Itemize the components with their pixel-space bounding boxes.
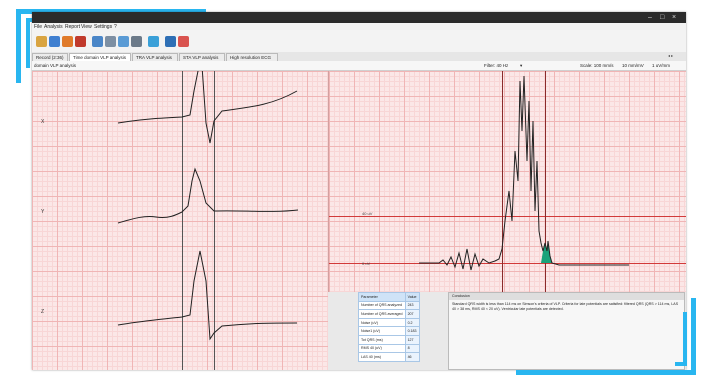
tab-sta-vlp[interactable]: STA VLP analysis	[179, 53, 225, 61]
section-toolbar: domain VLP analysis Filter: 40 Hz ▾ Scal…	[32, 61, 686, 71]
tools-icon[interactable]	[105, 36, 116, 47]
open-icon[interactable]	[36, 36, 47, 47]
tab-bar: Record (2:36) Time domain VLP analysis T…	[32, 52, 686, 61]
filtered-qrs-panel: 40 uV 0 uV	[328, 71, 686, 292]
filter-dropdown-icon[interactable]: ▾	[520, 63, 523, 68]
table-row: Noise (uV) 0.2	[358, 317, 420, 328]
param-name: LAS 40 (ms)	[358, 352, 406, 362]
accent-right-bar	[691, 298, 696, 375]
param-value: 243	[404, 300, 420, 311]
param-name: Noise (uV)	[358, 317, 406, 328]
zoom-select[interactable]: 10 mm/mV	[622, 63, 644, 68]
accent-inner-bottom-bar	[675, 362, 687, 366]
conclusion-title: Conclusion	[449, 293, 684, 300]
filter-select[interactable]: Filter: 40 Hz	[484, 63, 509, 68]
accent-top-bar	[16, 9, 206, 14]
lead-label-z: Z	[41, 309, 45, 315]
param-value: 207	[404, 309, 420, 319]
menu-settings[interactable]: Settings	[94, 24, 113, 30]
table-row: Noise1 (uV) 0.183	[358, 326, 420, 336]
qrs-offset-marker[interactable]	[214, 71, 215, 370]
lead-y-trace	[117, 167, 299, 224]
tab-high-resolution-ecg[interactable]: High resolution ECG	[226, 53, 278, 61]
qrs-onset-marker[interactable]	[182, 71, 183, 370]
minimize-icon[interactable]: –	[648, 14, 652, 21]
menu-help[interactable]: ?	[114, 24, 117, 30]
lead-label-y: Y	[41, 209, 45, 215]
qrs-start-line[interactable]	[502, 71, 503, 292]
param-value: 8	[404, 343, 420, 354]
param-value: 127	[404, 334, 420, 345]
scale-select[interactable]: Scale: 100 mm/s	[580, 63, 614, 68]
lead-icon[interactable]	[131, 36, 142, 47]
param-value: 0.183	[404, 326, 420, 336]
filtered-qrs-plot	[419, 75, 629, 271]
param-name: RMS 40 (uV)	[358, 343, 406, 354]
table-row: Tot QRS (ms) 127	[358, 334, 420, 345]
info-icon[interactable]	[178, 36, 189, 47]
baseline-label-0uv: 0 uV	[362, 261, 371, 266]
print-icon[interactable]	[62, 36, 73, 47]
save-icon[interactable]	[49, 36, 60, 47]
accent-inner-left-bar	[26, 18, 30, 68]
export-icon[interactable]	[165, 36, 176, 47]
section-title: domain VLP analysis	[34, 63, 76, 68]
zoom-icon[interactable]	[92, 36, 103, 47]
table-row: RMS 40 (uV) 8	[358, 343, 420, 354]
menu-bar: File Analysis Report View Settings ?	[32, 23, 686, 32]
title-bar: – □ ×	[32, 12, 686, 23]
baseline-0uv	[329, 263, 686, 264]
accent-left-bar	[16, 9, 21, 83]
param-name: Number of QRS analyzed	[358, 300, 406, 311]
chart-icon[interactable]	[118, 36, 129, 47]
tab-time-domain-vlp[interactable]: Time domain VLP analysis	[69, 53, 131, 61]
threshold-label-40uv: 40 uV	[362, 211, 373, 216]
param-value: 46	[404, 352, 420, 362]
parameters-table: Parameter Value Number of QRS analyzed 2…	[358, 292, 420, 362]
menu-view[interactable]: View	[81, 24, 92, 30]
table-header-row: Parameter Value	[358, 292, 420, 302]
param-name: Number of QRS averaged	[358, 309, 406, 319]
lead-label-x: X	[41, 119, 45, 125]
menu-file[interactable]: File	[34, 24, 43, 30]
accent-bottom-bar	[516, 370, 696, 375]
las40-fill	[541, 241, 552, 263]
menu-report[interactable]: Report	[65, 24, 81, 30]
conclusion-panel: Conclusion Standard QRS width is less th…	[448, 292, 685, 370]
maximize-icon[interactable]: □	[660, 14, 665, 21]
accent-inner-right-bar	[683, 312, 687, 366]
tab-record[interactable]: Record (2:36)	[32, 53, 68, 61]
pin-icon[interactable]: ◂ ▸	[668, 53, 674, 58]
lead-z-trace	[117, 250, 298, 341]
tab-tra-vlp[interactable]: TRA VLP analysis	[132, 53, 178, 61]
lead-x-trace	[117, 71, 298, 144]
application-window: – □ × File Analysis Report View Settings…	[32, 12, 686, 370]
table-row: LAS 40 (ms) 46	[358, 352, 420, 362]
ecg-icon[interactable]	[75, 36, 86, 47]
table-row: Number of QRS averaged 207	[358, 309, 420, 319]
table-header-value: Value	[404, 292, 420, 302]
qrs-end-line[interactable]	[545, 71, 546, 292]
table-header-parameter: Parameter	[358, 292, 406, 302]
threshold-line-40uv	[329, 216, 686, 217]
conclusion-text[interactable]: Standard QRS width is less than 114 ms o…	[452, 302, 679, 311]
table-row: Number of QRS analyzed 243	[358, 300, 420, 311]
close-icon[interactable]: ×	[672, 14, 677, 21]
param-value: 0.2	[404, 317, 420, 328]
toolbar	[32, 32, 686, 53]
amplitude-select[interactable]: 1 uV/mm	[652, 63, 671, 68]
param-name: Tot QRS (ms)	[358, 334, 406, 345]
ecg-traces	[117, 71, 299, 341]
param-name: Noise1 (uV)	[358, 326, 406, 336]
settings-icon[interactable]	[148, 36, 159, 47]
menu-analysis[interactable]: Analysis	[44, 24, 63, 30]
vector-magnitude-trace	[419, 75, 629, 271]
ecg-leads-panel: X Y Z	[32, 71, 328, 370]
